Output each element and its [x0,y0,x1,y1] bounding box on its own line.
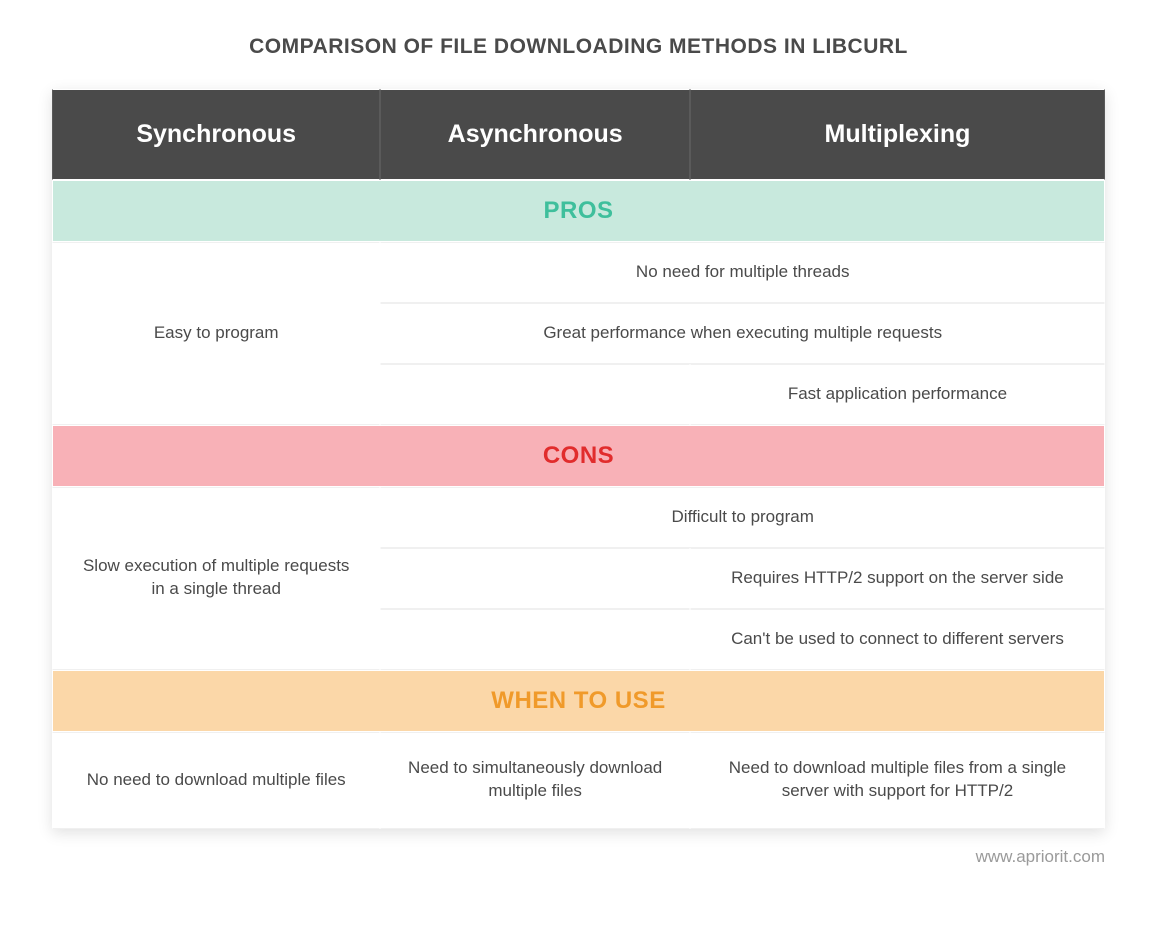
page-title: COMPARISON OF FILE DOWNLOADING METHODS I… [52,35,1105,59]
when-async: Need to simultaneously download multiple… [380,732,690,829]
section-label-cons: CONS [52,425,1105,487]
cons-sync: Slow execution of multiple requests in a… [52,487,380,670]
when-mux: Need to download multiple files from a s… [690,732,1105,829]
pros-shared-1: No need for multiple threads [380,242,1105,303]
col-multiplexing: Multiplexing [690,89,1105,180]
col-asynchronous: Asynchronous [380,89,690,180]
pros-shared-2: Great performance when executing multipl… [380,303,1105,364]
section-pros: PROS [52,180,1105,242]
cons-mux-3: Can't be used to connect to different se… [690,609,1105,670]
cons-shared-1: Difficult to program [380,487,1105,548]
pros-mux-3: Fast application performance [690,364,1105,425]
table-row: Slow execution of multiple requests in a… [52,487,1105,548]
cons-async-empty-2 [380,548,690,609]
table-row: No need to download multiple files Need … [52,732,1105,829]
col-synchronous: Synchronous [52,89,380,180]
cons-async-empty-3 [380,609,690,670]
header-row: Synchronous Asynchronous Multiplexing [52,89,1105,180]
cons-mux-2: Requires HTTP/2 support on the server si… [690,548,1105,609]
when-sync: No need to download multiple files [52,732,380,829]
section-when: WHEN TO USE [52,670,1105,732]
comparison-table: Synchronous Asynchronous Multiplexing PR… [52,89,1105,829]
table-row: Easy to program No need for multiple thr… [52,242,1105,303]
section-label-pros: PROS [52,180,1105,242]
pros-async-empty [380,364,690,425]
footer-attribution: www.apriorit.com [52,847,1105,867]
pros-sync: Easy to program [52,242,380,425]
section-label-when: WHEN TO USE [52,670,1105,732]
section-cons: CONS [52,425,1105,487]
